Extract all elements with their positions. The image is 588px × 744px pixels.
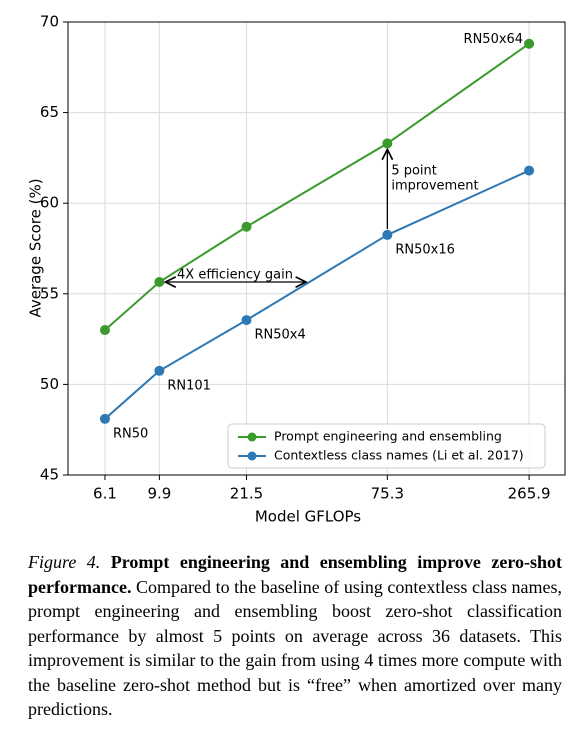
y-tick-label: 45 (40, 466, 59, 484)
improvement-label: improvement (391, 179, 478, 194)
point-label: RN101 (167, 378, 211, 393)
legend-marker (247, 432, 257, 442)
y-tick-label: 65 (40, 103, 59, 121)
data-point (154, 277, 165, 288)
caption: Figure 4. Prompt engineering and ensembl… (28, 550, 562, 722)
x-axis-label: Model GFLOPs (255, 508, 361, 526)
data-point (241, 315, 252, 326)
legend-label: Prompt engineering and ensembling (274, 429, 502, 444)
legend-box (227, 423, 546, 469)
point-label: RN50x64 (464, 32, 524, 47)
x-tick-label: 21.5 (230, 485, 263, 503)
x-tick-label: 75.3 (371, 485, 404, 503)
efficiency-label: 4X efficiency gain (177, 268, 293, 283)
x-tick-label: 9.9 (147, 485, 171, 503)
data-point (524, 165, 535, 176)
y-tick-label: 70 (40, 13, 59, 31)
data-point (524, 38, 535, 49)
caption-label: Figure 4. (28, 552, 101, 572)
data-point (382, 138, 393, 149)
data-point (154, 365, 165, 376)
data-point (99, 325, 110, 336)
improvement-label: 5 point (391, 164, 437, 179)
point-label: RN50 (113, 426, 148, 441)
caption-title: Prompt engineering and ensembling improv… (28, 552, 562, 597)
chart: Model GFLOPs Average Score (%) 45 50 55 60 6… (27, 13, 566, 526)
y-tick-label: 60 (40, 194, 59, 212)
plot-frame (67, 21, 566, 476)
legend-marker (247, 451, 257, 461)
x-tick-label: 265.9 (508, 485, 551, 503)
data-point (241, 221, 252, 232)
x-tick-label: 6.1 (93, 485, 117, 503)
data-point (99, 413, 110, 424)
y-tick-label: 55 (40, 284, 59, 302)
data-point (382, 229, 393, 240)
point-label: RN50x16 (395, 242, 455, 257)
y-axis-label: Average Score (%) (27, 178, 45, 317)
y-tick-label: 50 (40, 375, 59, 393)
point-label: RN50x4 (255, 328, 306, 343)
caption-text: Compared to the baseline of using contex… (28, 576, 563, 720)
legend-label: Contextless class names (Li et al. 2017) (274, 448, 524, 463)
